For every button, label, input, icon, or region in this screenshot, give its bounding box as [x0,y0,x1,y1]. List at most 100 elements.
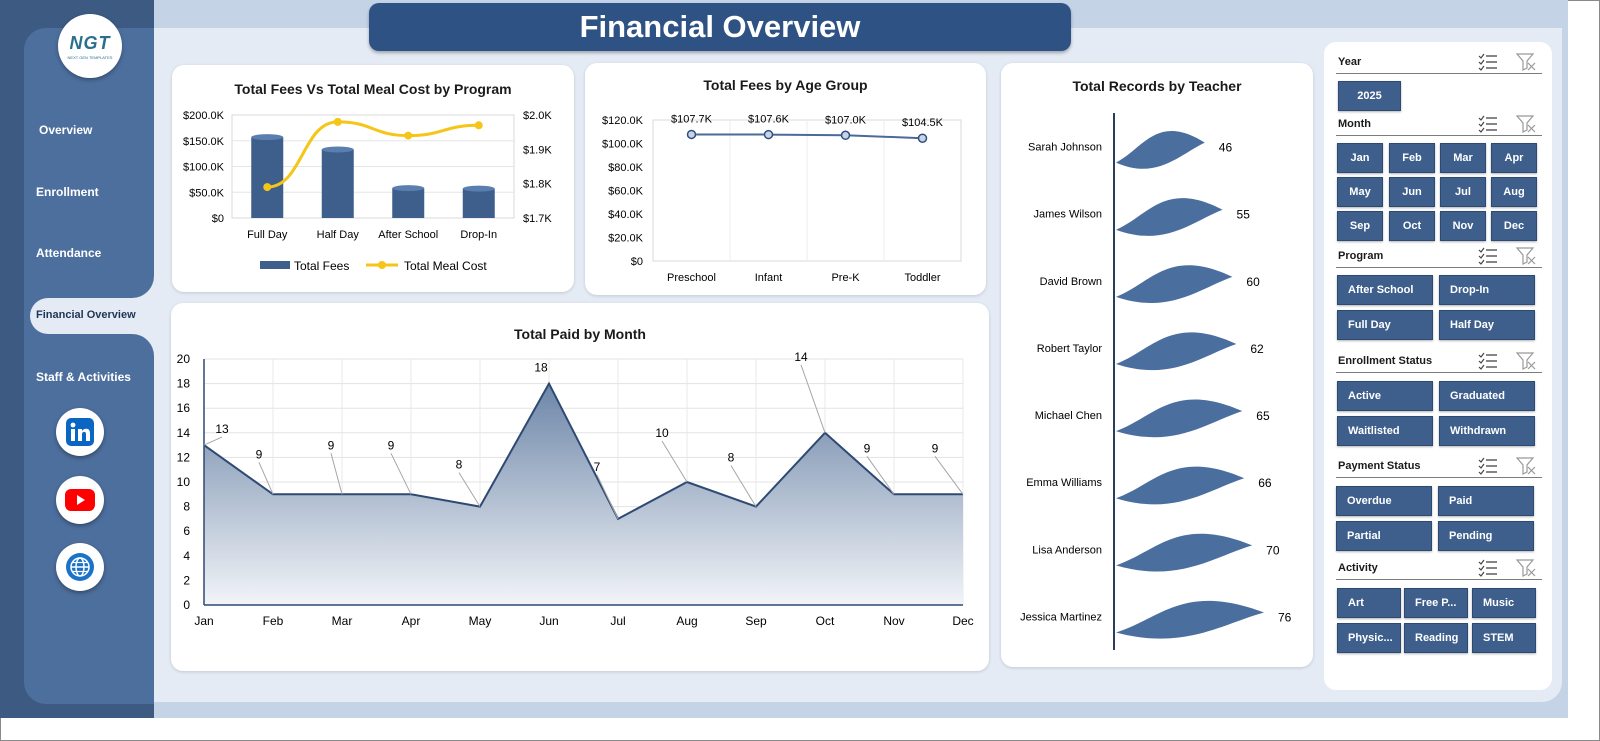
teacher-bar [1116,533,1253,572]
leader-line [730,465,757,507]
y-tick-label: 4 [183,549,190,563]
payment-option-partial[interactable]: Partial [1336,521,1432,551]
youtube-button[interactable] [56,476,104,524]
fees-point [686,129,697,140]
data-label: 9 [864,441,871,455]
data-label: 9 [328,438,335,452]
page-title-bar: Financial Overview [369,3,1071,51]
x-tick-label: Dec [952,614,973,628]
data-label: 46 [1219,141,1233,155]
program-option-full-day[interactable]: Full Day [1337,310,1433,340]
payment-option-overdue[interactable]: Overdue [1336,486,1432,516]
teacher-card: Total Records by Teacher 46 Sarah Johnson… [1001,63,1313,667]
month-option-apr[interactable]: Apr [1491,143,1537,173]
leader-line [800,364,826,433]
data-label: 18 [534,361,548,375]
youtube-icon [65,489,95,511]
activity-option-reading[interactable]: Reading [1404,623,1468,653]
nav-financial-overview[interactable]: Financial Overview [30,298,154,334]
linkedin-button[interactable] [56,408,104,456]
enrollment-option-waitlisted[interactable]: Waitlisted [1337,416,1433,446]
month-option-nov[interactable]: Nov [1440,211,1486,241]
month-multiselect-icon[interactable] [1478,115,1498,133]
activity-multiselect-icon[interactable] [1478,559,1498,577]
month-option-dec[interactable]: Dec [1491,211,1537,241]
nav-overview[interactable]: Overview [39,123,93,137]
teacher-bar [1116,399,1243,438]
payment-multiselect-icon[interactable] [1478,457,1498,475]
year-multiselect-icon[interactable] [1478,53,1498,71]
year-option-2025[interactable]: 2025 [1338,81,1401,111]
data-label: 65 [1256,409,1270,423]
activity-clear-filter-icon[interactable] [1516,559,1536,577]
month-option-oct[interactable]: Oct [1389,211,1435,241]
logo-subtext: NEXT GEN TEMPLATES [67,54,113,60]
month-option-mar[interactable]: Mar [1440,143,1486,173]
program-slicer-divider [1336,267,1542,268]
y-tick-label: $200.0K [183,110,225,122]
program-clear-filter-icon[interactable] [1516,247,1536,265]
payment-clear-filter-icon[interactable] [1516,457,1536,475]
month-option-jan[interactable]: Jan [1337,143,1383,173]
enrollment-option-graduated[interactable]: Graduated [1439,381,1535,411]
bar-cap [251,134,284,141]
payment-option-pending[interactable]: Pending [1438,521,1534,551]
month-clear-filter-icon[interactable] [1516,115,1536,133]
data-label: 13 [215,422,229,436]
fees-meal-chart: $200.0K $150.0K $100.0K $50.0K $0 $2.0K $1.9K $… [183,110,552,273]
age-group-card: Total Fees by Age Group $120.0K $100.0K $8… [585,63,986,295]
month-option-jun[interactable]: Jun [1389,177,1435,207]
program-option-after-school[interactable]: After School [1337,275,1433,305]
program-option-drop-in[interactable]: Drop-In [1439,275,1535,305]
month-option-aug[interactable]: Aug [1491,177,1537,207]
age-group-chart: $120.0K $100.0K $80.0K $60.0K $40.0K $20.0K $0… [602,113,962,284]
nav-attendance[interactable]: Attendance [36,246,102,260]
month-option-may[interactable]: May [1337,177,1383,207]
meal-cost-line [267,120,479,189]
data-label: 62 [1250,342,1264,356]
data-label: $107.7K [671,113,713,125]
y-tick-label: $100.0K [183,162,225,174]
enrollment-multiselect-icon[interactable] [1478,352,1498,370]
activity-option-physic[interactable]: Physic... [1337,623,1401,653]
y-tick-label: 20 [177,352,191,366]
program-multiselect-icon[interactable] [1478,247,1498,265]
activity-option-stem[interactable]: STEM [1472,623,1536,653]
x-tick-label: Toddler [904,272,940,284]
x-tick-label: Sep [745,614,767,628]
program-option-half-day[interactable]: Half Day [1439,310,1535,340]
payment-option-paid[interactable]: Paid [1438,486,1534,516]
y-tick-label: 8 [183,500,190,514]
enrollment-option-active[interactable]: Active [1337,381,1433,411]
enrollment-clear-filter-icon[interactable] [1516,352,1536,370]
nav-enrollment[interactable]: Enrollment [36,185,99,199]
teacher-bar [1116,265,1233,303]
y2-tick-label: $1.9K [523,144,552,156]
linkedin-icon [66,418,94,446]
nav-financial-overview-label: Financial Overview [36,309,136,321]
teacher-bar [1116,130,1205,169]
activity-option-free-p[interactable]: Free P... [1404,588,1468,618]
data-label: 8 [728,451,735,465]
meal-cost-point [474,121,483,130]
month-option-jul[interactable]: Jul [1440,177,1486,207]
program-slicer-label: Program [1338,250,1384,262]
website-button[interactable] [56,543,104,591]
fees-meal-title: Total Fees Vs Total Meal Cost by Program [234,81,512,97]
bar [251,137,284,218]
nav-staff-activities[interactable]: Staff & Activities [36,370,131,384]
y-tick-label: $40.0K [608,209,644,221]
x-tick-label: After School [378,229,438,241]
teacher-name: Emma Williams [1026,477,1102,489]
activity-option-music[interactable]: Music [1472,588,1536,618]
month-option-sep[interactable]: Sep [1337,211,1383,241]
fees-meal-card: Total Fees Vs Total Meal Cost by Program… [172,65,574,292]
activity-option-art[interactable]: Art [1337,588,1401,618]
x-tick-label: Nov [883,614,904,628]
enrollment-option-withdrawn[interactable]: Withdrawn [1439,416,1535,446]
bar-cap [462,185,495,192]
month-option-feb[interactable]: Feb [1389,143,1435,173]
year-clear-filter-icon[interactable] [1516,53,1536,71]
fees-point [763,129,774,140]
teacher-bar [1116,600,1264,639]
